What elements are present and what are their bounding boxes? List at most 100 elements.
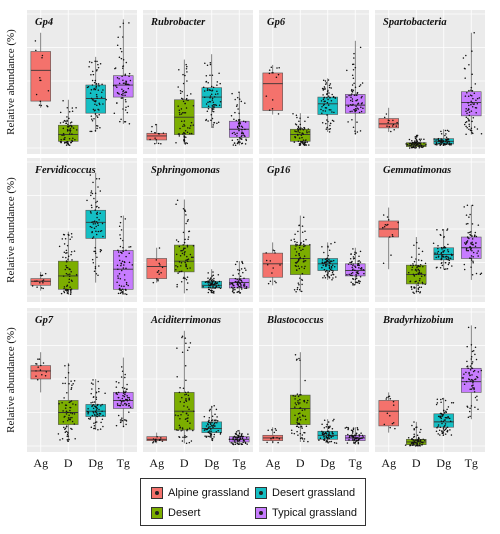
data-point [92, 261, 95, 264]
data-point [237, 436, 239, 439]
data-point [297, 258, 300, 261]
data-point [293, 238, 295, 240]
data-point [178, 391, 181, 394]
data-point [414, 140, 416, 142]
data-point [267, 429, 269, 432]
data-point [323, 426, 326, 429]
data-point [416, 266, 418, 269]
data-point [321, 423, 323, 426]
data-point [210, 85, 213, 88]
data-point [67, 126, 70, 128]
data-point [240, 288, 243, 290]
data-point [180, 97, 183, 100]
data-point [445, 268, 447, 270]
data-point [425, 143, 427, 146]
data-point [118, 82, 121, 85]
data-point [446, 228, 449, 230]
data-point [296, 421, 298, 423]
data-point [445, 139, 448, 142]
data-point [422, 283, 424, 285]
data-point [182, 100, 185, 103]
data-point [207, 286, 210, 289]
data-point [323, 275, 326, 277]
data-point [92, 396, 95, 399]
data-point [443, 236, 445, 239]
box-ag [146, 258, 167, 279]
data-point [404, 444, 407, 446]
data-point [93, 401, 96, 403]
data-point [96, 222, 99, 225]
data-point [352, 126, 355, 128]
data-point [297, 401, 299, 404]
data-point [397, 221, 399, 224]
data-point [417, 290, 420, 293]
data-point [472, 384, 474, 386]
data-point [75, 273, 78, 276]
data-point [178, 109, 181, 111]
data-point [450, 143, 453, 145]
data-point [328, 266, 331, 269]
data-point [294, 406, 296, 408]
data-point [323, 268, 326, 271]
data-point [465, 54, 467, 57]
data-point [276, 67, 278, 69]
data-point [442, 427, 445, 430]
data-point [272, 441, 274, 443]
data-point [186, 244, 189, 247]
legend-label-typical-grassland: Typical grassland [272, 507, 357, 519]
data-point [441, 397, 444, 400]
data-point [219, 287, 222, 289]
data-point [120, 118, 122, 121]
data-point [74, 438, 76, 440]
data-point [88, 61, 91, 63]
data-point [350, 96, 352, 99]
data-point [238, 112, 240, 115]
data-point [444, 419, 446, 421]
data-point [241, 432, 243, 435]
data-point [419, 442, 421, 445]
box-tg [461, 91, 482, 117]
data-point [443, 246, 445, 249]
data-point [244, 128, 246, 131]
data-point [417, 284, 419, 286]
data-point [31, 285, 34, 287]
data-point [232, 436, 235, 438]
data-point [434, 252, 436, 254]
data-point [327, 272, 329, 275]
data-point [125, 281, 128, 284]
data-point [356, 272, 359, 275]
points-tg [346, 46, 364, 135]
data-point [294, 414, 296, 417]
data-point [471, 204, 474, 207]
data-point [418, 145, 421, 147]
data-point [440, 252, 442, 255]
points-tg [346, 248, 365, 286]
data-point [238, 432, 241, 435]
data-point [235, 433, 237, 435]
data-point [421, 443, 423, 446]
data-point [129, 245, 132, 248]
data-point [384, 224, 387, 226]
data-point [444, 399, 447, 402]
data-point [190, 440, 193, 442]
data-point [69, 288, 72, 291]
data-point [322, 433, 325, 436]
data-point [325, 82, 328, 84]
data-point [207, 82, 209, 84]
x-tick-label-dg: Dg [88, 456, 103, 470]
data-point [442, 409, 445, 411]
data-point [271, 99, 274, 101]
y-axis-label: Relative abundance (%) [5, 177, 17, 283]
data-point [442, 434, 445, 436]
data-point [466, 236, 469, 238]
data-point [39, 274, 42, 277]
data-point [208, 431, 210, 434]
data-point [117, 404, 119, 407]
data-point [41, 280, 44, 282]
data-point [63, 138, 65, 140]
data-point [182, 387, 185, 390]
data-point [446, 129, 449, 132]
data-point [442, 255, 445, 258]
data-point [326, 90, 329, 93]
data-point [127, 396, 129, 399]
